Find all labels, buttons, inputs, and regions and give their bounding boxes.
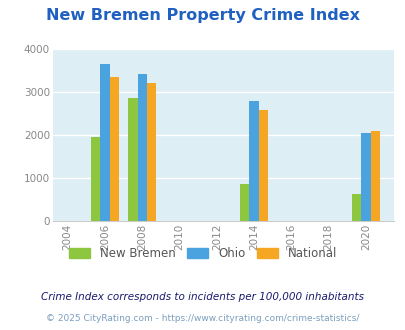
Bar [258, 110, 267, 221]
Text: New Bremen Property Crime Index: New Bremen Property Crime Index [46, 8, 359, 23]
Bar [100, 64, 109, 221]
Bar [370, 131, 379, 221]
Legend: New Bremen, Ohio, National: New Bremen, Ohio, National [69, 247, 336, 260]
Bar [137, 74, 147, 221]
Bar [249, 101, 258, 221]
Text: © 2025 CityRating.com - https://www.cityrating.com/crime-statistics/: © 2025 CityRating.com - https://www.city… [46, 314, 359, 323]
Bar [109, 77, 119, 221]
Bar [360, 133, 370, 221]
Bar [239, 184, 249, 221]
Bar [351, 194, 360, 221]
Bar [91, 137, 100, 221]
Text: Crime Index corresponds to incidents per 100,000 inhabitants: Crime Index corresponds to incidents per… [41, 292, 364, 302]
Bar [128, 98, 137, 221]
Bar [147, 83, 156, 221]
